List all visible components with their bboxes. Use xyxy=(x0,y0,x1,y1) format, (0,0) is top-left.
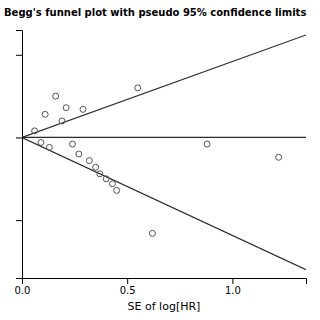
point xyxy=(70,141,76,147)
point xyxy=(86,158,92,164)
tick-label: 0.5 xyxy=(120,285,136,296)
funnel-line xyxy=(22,35,306,138)
tick xyxy=(16,137,22,138)
point xyxy=(63,105,69,111)
tick: 1.0 xyxy=(225,278,241,296)
point xyxy=(109,181,115,187)
axis-line xyxy=(16,31,23,279)
title: Begg's funnel plot with pseudo 95% confi… xyxy=(4,7,306,18)
point xyxy=(93,164,99,170)
axis-line xyxy=(23,279,307,285)
tick xyxy=(16,55,22,56)
point xyxy=(76,151,82,157)
point xyxy=(80,106,86,112)
tick-mark xyxy=(16,220,22,221)
point xyxy=(46,144,52,150)
tick: 0.0 xyxy=(15,278,31,296)
tick-mark xyxy=(127,278,128,284)
point xyxy=(53,93,59,99)
point xyxy=(59,118,65,124)
point xyxy=(42,111,48,117)
point xyxy=(97,171,103,177)
tick-mark xyxy=(16,137,22,138)
point xyxy=(204,141,210,147)
point xyxy=(32,128,38,134)
chart: 0.0 0.5 1.0 Begg's funnel plot with pseudo … xyxy=(0,0,320,320)
point xyxy=(135,85,141,91)
tick-label: 1.0 xyxy=(225,285,241,296)
tick-mark xyxy=(232,278,233,284)
point xyxy=(149,230,155,236)
plot-area xyxy=(22,35,306,270)
tick-mark xyxy=(16,55,22,56)
point xyxy=(38,139,44,145)
tick: 0.5 xyxy=(120,278,136,296)
funnel-line xyxy=(22,137,306,138)
point xyxy=(276,154,282,160)
tick-label: 0.0 xyxy=(15,285,31,296)
x-axis-title: SE of log[HR] xyxy=(128,300,201,313)
funnel-line xyxy=(22,137,306,269)
tick xyxy=(16,220,22,221)
point xyxy=(114,187,120,193)
y-axis xyxy=(16,31,23,279)
x-axis: 0.0 0.5 1.0 xyxy=(15,278,307,296)
point xyxy=(103,176,109,182)
